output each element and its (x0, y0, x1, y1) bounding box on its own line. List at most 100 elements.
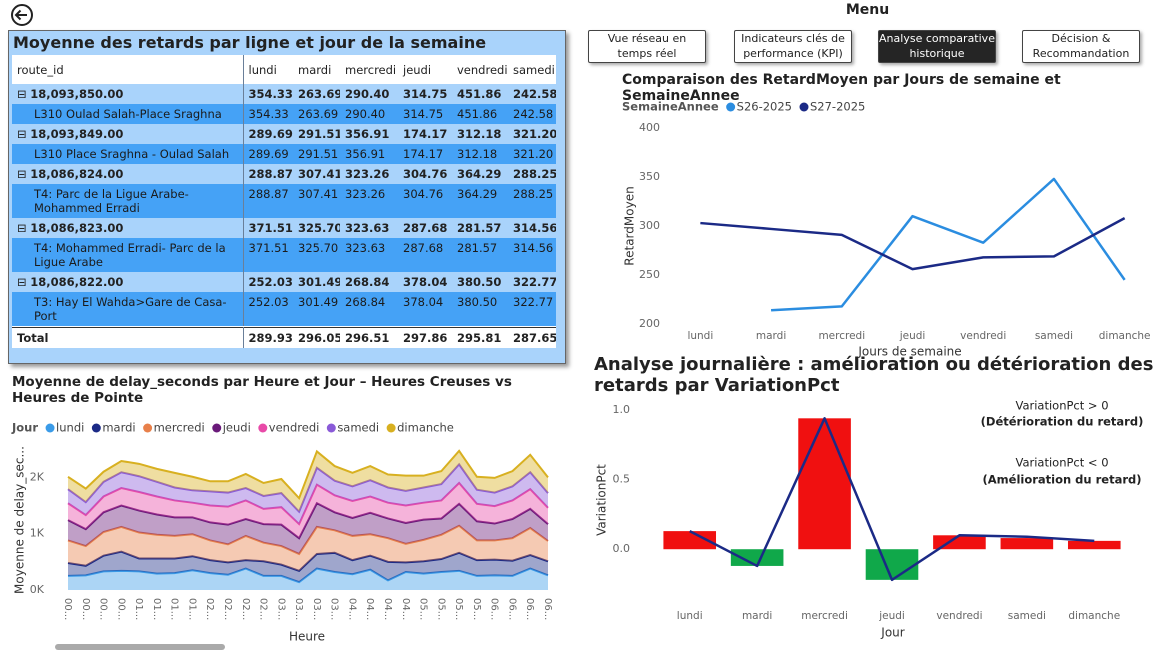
legend-label: vendredi (269, 421, 320, 435)
x-tick-label: mardi (742, 610, 772, 622)
legend-swatch (326, 423, 336, 433)
x-tick-label: vendredi (936, 610, 982, 622)
line (771, 177, 1126, 312)
y-tick-label: 250 (639, 268, 660, 281)
cell: 288.87 (243, 164, 293, 184)
cell: 364.29 (452, 164, 508, 184)
x-tick-label: 02... (258, 598, 269, 620)
cell: 281.57 (452, 238, 508, 272)
nav-button[interactable]: Vue réseau en temps réel (588, 30, 706, 63)
cell: 18,086,822.00 (12, 272, 244, 292)
cell: 378.04 (398, 292, 452, 326)
bar (865, 549, 919, 580)
x-tick-label: 05... (435, 598, 446, 620)
y-tick-label: 1K (30, 527, 45, 540)
x-tick-label: mardi (756, 330, 786, 342)
cell: 321.20 (508, 144, 556, 164)
legend-label: samedi (337, 421, 379, 435)
area-line (67, 449, 549, 501)
nav-button[interactable]: Décision & Recommandation (1022, 30, 1140, 63)
table-title: Moyenne des retards par ligne et jour de… (13, 33, 487, 52)
cell: 380.50 (452, 292, 508, 326)
x-tick-label: 01... (169, 598, 180, 620)
area-line (67, 524, 549, 556)
x-tick-label: lundi (687, 330, 713, 342)
bar (663, 531, 717, 550)
detail-row: L310 Place Sraghna - Oulad Salah 289.69 29… (12, 144, 556, 164)
group-row[interactable]: 18,093,849.00289.69291.51356.91174.17312… (12, 124, 556, 144)
legend-swatch (386, 423, 396, 433)
area (68, 450, 548, 512)
y-tick-label: 200 (639, 317, 660, 330)
cell: 314.56 (508, 238, 556, 272)
cell: 323.63 (340, 238, 398, 272)
cell: 288.87 (243, 184, 293, 218)
cell: 323.26 (340, 184, 398, 218)
y-axis-label: RetardMoyen (623, 186, 637, 265)
header-row: route_id lundi mardi mercredi jeudi vendredi s… (12, 55, 556, 84)
area (68, 503, 548, 554)
cell: L310 Place Sraghna - Oulad Salah (12, 144, 244, 164)
cell: 296.51 (340, 327, 398, 348)
legend-label: mardi (102, 421, 135, 435)
legend-swatch (799, 102, 809, 112)
cell: 307.41 (293, 184, 340, 218)
cell: 291.51 (293, 144, 340, 164)
x-tick-label: 02... (240, 598, 251, 620)
area-line (67, 550, 549, 572)
column-header: route_id (12, 55, 244, 84)
cell: 18,093,850.00 (12, 84, 244, 104)
annotation: VariationPct > 0 (1015, 399, 1108, 413)
x-tick-label: 00... (62, 598, 73, 620)
cell: 323.63 (340, 218, 398, 238)
back-button[interactable] (11, 4, 33, 26)
bar (1067, 540, 1121, 550)
legend-label: mercredi (154, 421, 205, 435)
cell: 295.81 (452, 327, 508, 348)
cell: 174.17 (398, 144, 452, 164)
area-line (67, 567, 549, 584)
cell: 322.77 (508, 292, 556, 326)
cell: 364.29 (452, 184, 508, 218)
column-header: mercredi (340, 55, 398, 84)
cell: T4: Mohammed Erradi- Parc de la Ligue Ar… (12, 238, 244, 272)
cell: 314.75 (398, 84, 452, 104)
group-row[interactable]: 18,086,822.00252.03301.49268.84378.04380… (12, 272, 556, 292)
cell: 252.03 (243, 272, 293, 292)
cell: 321.20 (508, 124, 556, 144)
x-tick-label: 05... (471, 598, 482, 620)
legend-label: lundi (56, 421, 84, 435)
cell: 288.25 (508, 164, 556, 184)
line (689, 417, 1095, 582)
cell: 18,086,824.00 (12, 164, 244, 184)
x-tick-label: 05... (453, 598, 464, 620)
bar (933, 535, 986, 550)
group-row[interactable]: 18,093,850.00354.33263.69290.40314.75451… (12, 84, 556, 104)
nav-button[interactable]: Analyse comparative historique (878, 30, 996, 63)
cell: 291.51 (293, 124, 340, 144)
area (68, 464, 548, 525)
detail-row: L310 Oulad Salah-Place Sraghna 354.33 263.… (12, 104, 556, 124)
x-tick-label: 03... (275, 598, 286, 620)
cell: 289.93 (243, 327, 293, 348)
x-axis-label: Heure (289, 630, 325, 644)
legend-swatch (212, 423, 222, 433)
total-row: Total 289.93 296.05 296.51 297.86 295.81 287.6… (12, 327, 556, 348)
h-scrollbar[interactable] (55, 644, 225, 650)
group-row[interactable]: 18,086,824.00288.87307.41323.26304.76364… (12, 164, 556, 184)
legend-title: Jour (11, 421, 38, 435)
column-header: jeudi (398, 55, 452, 84)
cell: 451.86 (452, 84, 508, 104)
cell: 287.68 (398, 218, 452, 238)
x-tick-label: mercredi (818, 330, 865, 342)
x-tick-label: 05... (418, 598, 429, 620)
annotation: VariationPct < 0 (1015, 456, 1108, 470)
cell: 301.49 (293, 292, 340, 326)
legend-swatch (143, 423, 153, 433)
x-tick-label: 06... (506, 598, 517, 620)
x-tick-label: 02... (222, 598, 233, 620)
nav-button[interactable]: Indicateurs clés de performance (KPI) (734, 30, 852, 63)
group-row[interactable]: 18,086,823.00371.51325.70323.63287.68281… (12, 218, 556, 238)
cell: T4: Parc de la Ligue Arabe-Mohammed Erra… (12, 184, 244, 218)
x-tick-label: 04... (364, 598, 375, 620)
